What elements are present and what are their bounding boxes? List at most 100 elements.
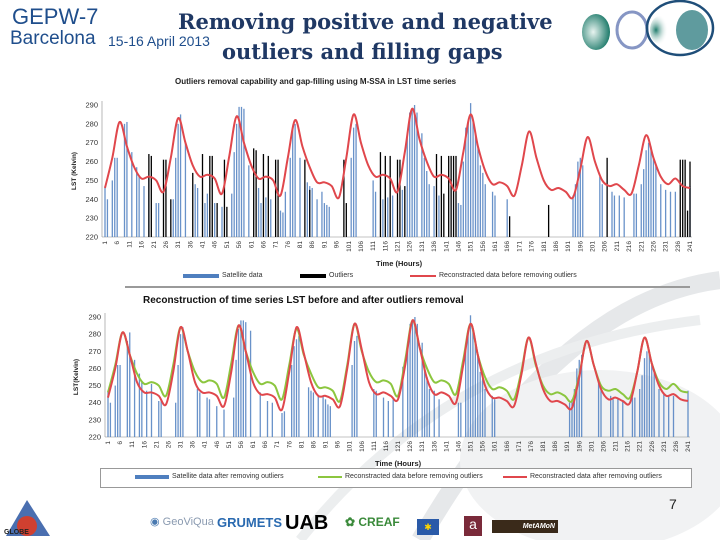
- satellite-bar: [479, 371, 481, 437]
- x-tick-label: 51: [224, 241, 231, 249]
- x-tick-label: 46: [214, 441, 221, 449]
- x-tick-label: 161: [492, 441, 499, 452]
- satellite-bar: [462, 161, 464, 237]
- legend-label: Reconstracted data before removing outli…: [439, 272, 577, 279]
- satellite-bar: [574, 184, 577, 237]
- satellite-bar: [327, 404, 329, 437]
- satellite-bar: [647, 142, 650, 237]
- y-tick-label: 220: [88, 433, 101, 442]
- satellite-bar: [323, 203, 326, 237]
- event-dates: 15-16 April 2013: [108, 33, 210, 49]
- outlier-bar: [455, 155, 457, 237]
- y-axis-label: LST(Kelvin): [73, 359, 80, 395]
- satellite-bar: [150, 383, 153, 437]
- satellite-bar: [177, 365, 179, 437]
- satellite-bar: [312, 392, 315, 437]
- satellite-bar: [612, 399, 614, 437]
- satellite-bar: [307, 387, 310, 437]
- chart2-legend-red: Reconstracted data after removing outlie…: [503, 473, 662, 480]
- satellite-bar: [133, 359, 136, 437]
- x-tick-label: 86: [309, 241, 316, 249]
- x-tick-label: 221: [638, 241, 645, 252]
- satellite-bar: [634, 397, 636, 437]
- x-tick-label: 236: [673, 441, 680, 452]
- satellite-bar: [652, 157, 655, 237]
- satellite-bar: [402, 366, 404, 437]
- satellite-bar: [243, 108, 245, 238]
- satellite-bar: [477, 146, 479, 237]
- satellite-bar: [613, 195, 616, 237]
- satellite-bar: [182, 327, 184, 437]
- x-tick-label: 46: [212, 241, 219, 249]
- satellite-bar: [293, 346, 295, 437]
- x-tick-label: 206: [602, 241, 609, 252]
- x-tick-label: 186: [552, 441, 559, 452]
- satellite-bar: [599, 176, 601, 237]
- legend-swatch: [410, 274, 436, 277]
- satellite-bar: [494, 399, 496, 437]
- satellite-bar: [298, 335, 300, 437]
- satellite-bar: [158, 401, 160, 437]
- x-tick-label: 171: [516, 441, 523, 452]
- x-tick-label: 16: [139, 241, 146, 249]
- satellite-bar: [265, 197, 267, 237]
- satellite-bar: [260, 203, 262, 237]
- satellite-bar: [433, 390, 435, 437]
- chart2-legend-box: [100, 468, 692, 488]
- satellite-bar: [457, 402, 460, 437]
- satellite-bar: [421, 133, 423, 237]
- satellite-bar: [465, 127, 467, 237]
- satellite-bar: [687, 390, 689, 437]
- satellite-bar: [123, 123, 126, 237]
- y-tick-label: 240: [85, 195, 98, 204]
- satellite-bar: [416, 323, 418, 437]
- outlier-bar: [201, 154, 204, 237]
- outlier-bar: [253, 148, 255, 237]
- x-tick-label: 81: [298, 441, 305, 449]
- satellite-bar: [664, 189, 667, 237]
- satellite-bar: [249, 330, 252, 437]
- logo-globe-asia: GLOBE: [4, 500, 50, 536]
- x-tick-label: 11: [129, 441, 136, 448]
- satellite-bar: [663, 394, 665, 437]
- x-tick-label: 171: [516, 241, 523, 252]
- satellite-bar: [233, 152, 235, 237]
- satellite-bar: [387, 401, 389, 437]
- outlier-bar: [162, 159, 165, 237]
- chart-divider: [125, 286, 690, 288]
- satellite-bar: [221, 206, 223, 237]
- x-tick-label: 31: [178, 441, 185, 449]
- x-tick-label: 71: [274, 441, 281, 449]
- outlier-bar: [443, 193, 445, 237]
- outlier-bar: [689, 161, 691, 237]
- x-tick-label: 176: [529, 241, 536, 252]
- x-tick-label: 201: [590, 241, 597, 252]
- page-number: 7: [669, 496, 677, 512]
- legend-label: Satellite data after removing outliers: [172, 473, 284, 480]
- event-name: GEPW-7: [12, 4, 99, 29]
- satellite-bar: [409, 323, 411, 437]
- x-tick-label: 216: [626, 241, 633, 252]
- outlier-bar: [216, 203, 218, 237]
- y-tick-label: 270: [88, 347, 101, 356]
- svg-text:GLOBE: GLOBE: [4, 529, 29, 536]
- satellite-bar: [196, 389, 199, 437]
- satellite-bar: [231, 193, 233, 237]
- satellite-bar: [660, 184, 662, 237]
- satellite-bar: [240, 320, 242, 437]
- satellite-bar: [573, 389, 576, 437]
- satellite-bar: [259, 392, 261, 437]
- outlier-bar: [262, 154, 265, 237]
- satellite-bar: [223, 409, 225, 437]
- x-tick-label: 221: [637, 441, 644, 452]
- x-tick-label: 86: [310, 441, 317, 449]
- satellite-bar: [469, 315, 472, 437]
- outlier-bar: [192, 172, 194, 237]
- satellite-bar: [457, 203, 460, 237]
- legend-swatch: [183, 273, 219, 278]
- x-tick-label: 136: [431, 441, 438, 452]
- satellite-bar: [650, 146, 652, 237]
- satellite-bar: [672, 395, 675, 437]
- satellite-bar: [143, 186, 145, 237]
